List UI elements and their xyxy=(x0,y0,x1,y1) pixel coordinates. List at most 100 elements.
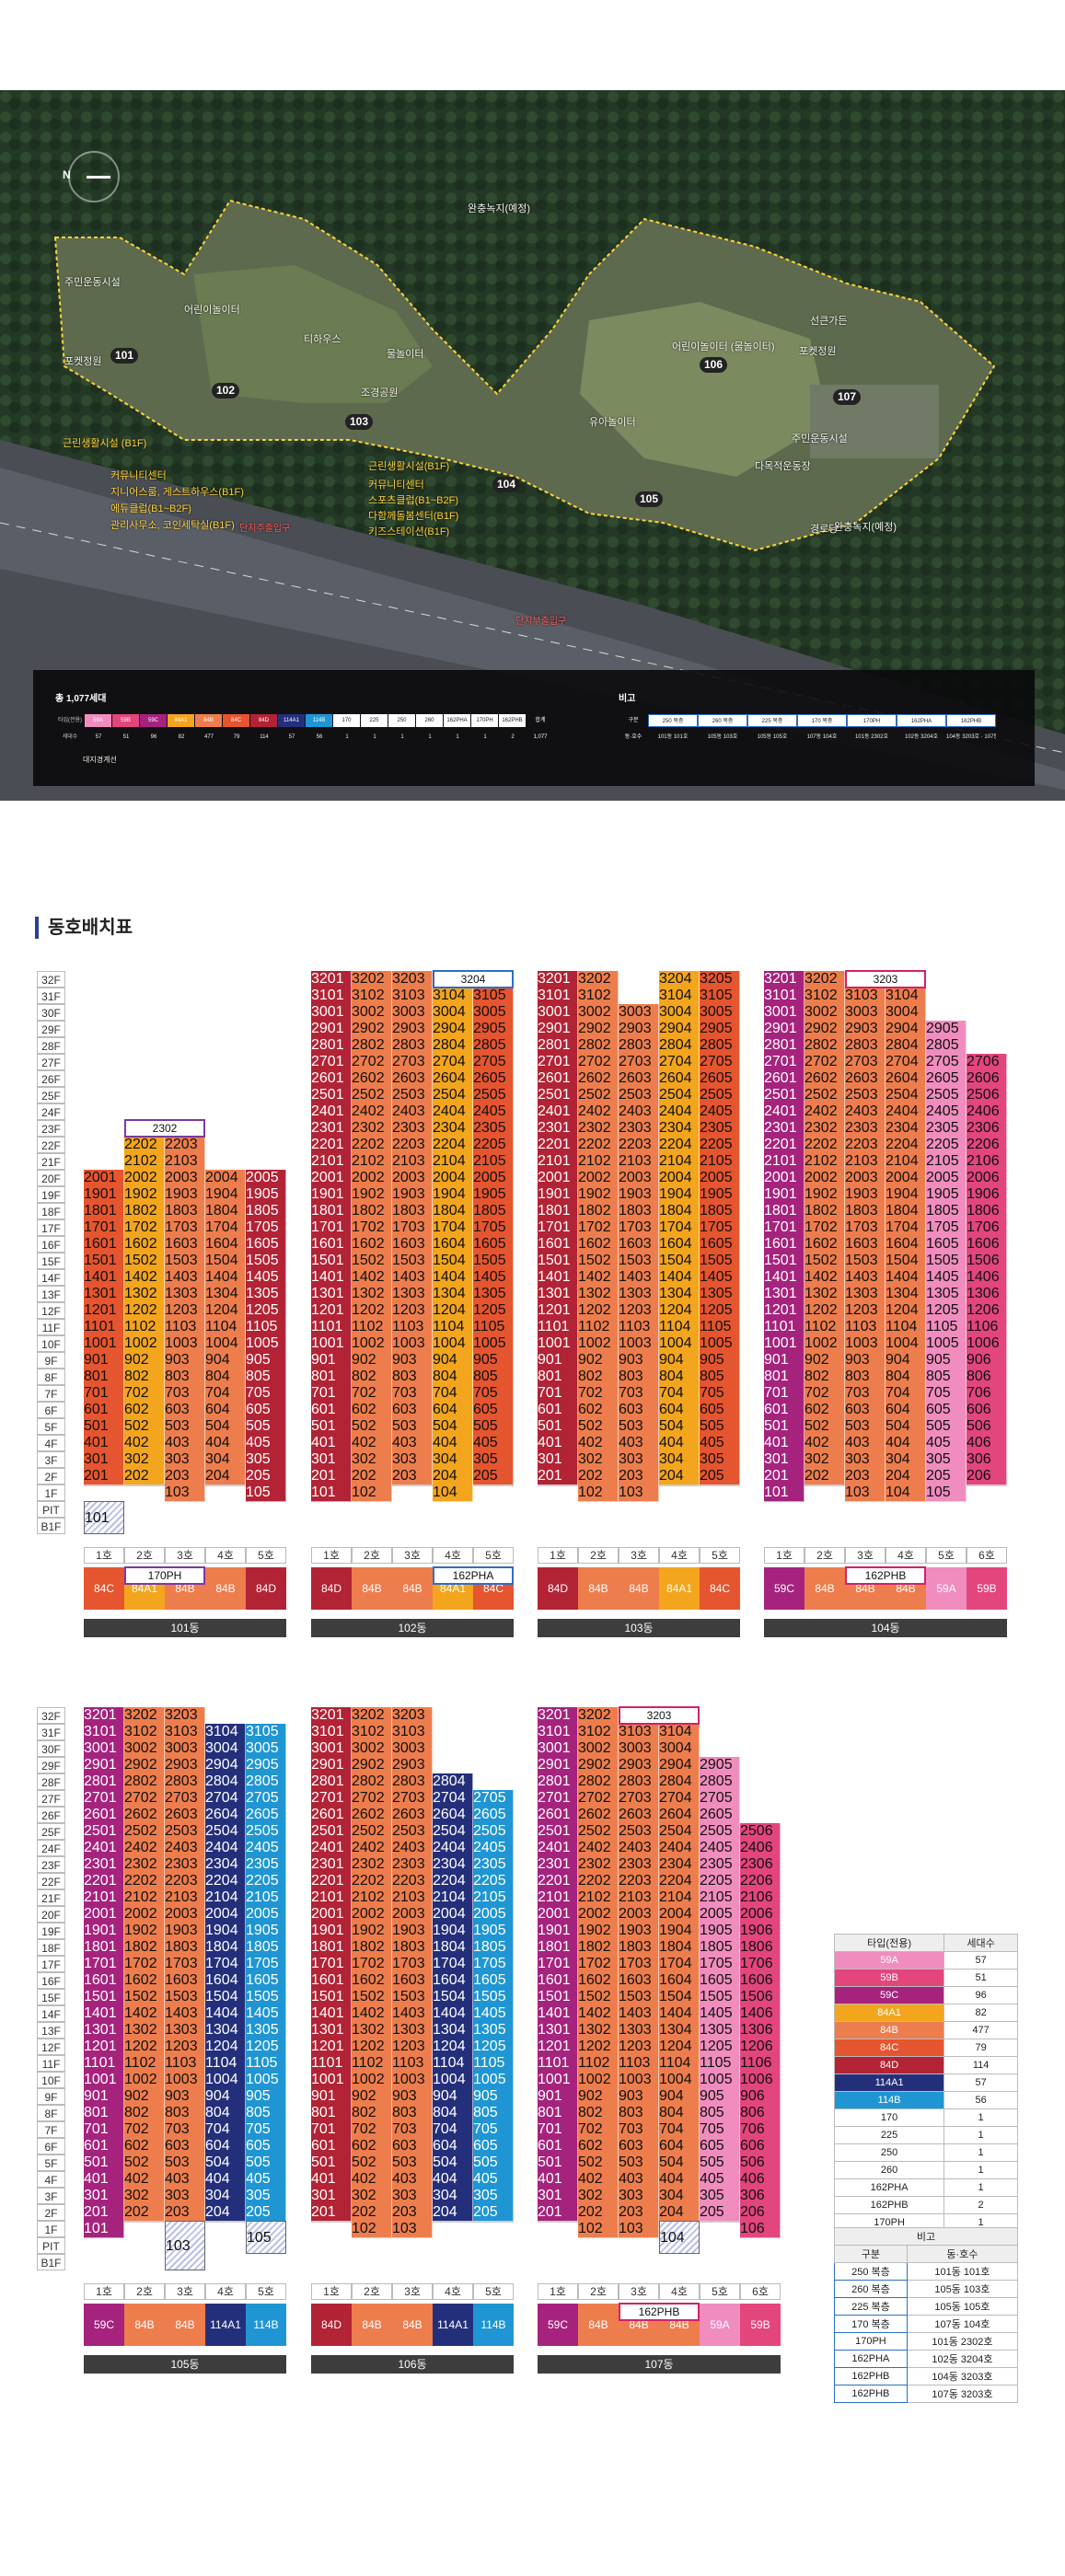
unit-cell[interactable]: 1002 xyxy=(805,1335,845,1353)
unit-cell[interactable]: 1501 xyxy=(84,1989,124,2006)
unit-cell[interactable]: 1802 xyxy=(124,1939,165,1957)
unit-cell[interactable]: 2101 xyxy=(538,1153,578,1171)
unit-cell[interactable]: 1105 xyxy=(246,2055,286,2073)
unit-cell[interactable]: 704 xyxy=(205,2121,246,2139)
unit-cell[interactable]: 305 xyxy=(246,1451,286,1469)
unit-cell[interactable]: 2103 xyxy=(165,1889,205,1907)
unit-cell[interactable]: 2103 xyxy=(845,1153,886,1171)
unit-cell[interactable]: 1901 xyxy=(84,1186,124,1204)
unit-cell[interactable]: 2003 xyxy=(165,1170,205,1187)
unit-cell[interactable]: 1801 xyxy=(538,1203,578,1220)
unit-cell[interactable]: 1502 xyxy=(352,1989,392,2006)
unit-cell[interactable]: 2202 xyxy=(124,1137,165,1154)
unit-cell[interactable]: 1402 xyxy=(578,2005,619,2023)
unit-cell[interactable]: 2905 xyxy=(246,1757,286,1774)
unit-cell[interactable]: 2402 xyxy=(805,1103,845,1121)
unit-cell[interactable]: 1304 xyxy=(659,1286,700,1303)
unit-cell[interactable]: 3202 xyxy=(352,1707,392,1725)
unit-cell[interactable]: 204 xyxy=(659,1468,700,1485)
unit-cell[interactable]: 706 xyxy=(740,2121,781,2139)
unit-cell[interactable]: 2005 xyxy=(473,1170,514,1187)
unit-cell[interactable]: 2605 xyxy=(473,1807,514,1824)
unit-cell[interactable]: 2204 xyxy=(659,1137,700,1154)
unit-cell[interactable]: 1504 xyxy=(433,1989,473,2006)
unit-cell[interactable]: 2201 xyxy=(538,1873,578,1890)
unit-cell[interactable]: 2105 xyxy=(473,1153,514,1171)
unit-cell[interactable]: 1905 xyxy=(246,1923,286,1940)
unit-cell[interactable]: 1104 xyxy=(659,2055,700,2073)
unit-cell[interactable]: 1603 xyxy=(619,1972,659,1990)
unit-cell[interactable]: 504 xyxy=(659,1418,700,1436)
unit-cell[interactable]: 2702 xyxy=(578,1790,619,1808)
unit-cell[interactable]: 1701 xyxy=(764,1219,805,1237)
unit-cell[interactable]: 705 xyxy=(926,1385,967,1403)
unit-cell[interactable]: 2101 xyxy=(84,1889,124,1907)
unit-cell[interactable]: 2303 xyxy=(845,1120,886,1138)
unit-cell[interactable]: 2901 xyxy=(311,1757,352,1774)
unit-cell[interactable]: 3201 xyxy=(311,1707,352,1725)
unit-cell[interactable]: 3001 xyxy=(311,1740,352,1758)
unit-cell[interactable]: 1504 xyxy=(205,1253,246,1270)
unit-cell[interactable]: 1601 xyxy=(311,1972,352,1990)
unit-cell[interactable]: 1104 xyxy=(433,1319,473,1336)
unit-cell[interactable]: 2306 xyxy=(740,1856,781,1874)
unit-cell[interactable]: 1902 xyxy=(124,1923,165,1940)
unit-cell[interactable]: 2503 xyxy=(165,1823,205,1841)
unit-cell[interactable]: 204 xyxy=(205,1468,246,1485)
unit-cell[interactable]: 3004 xyxy=(205,1740,246,1758)
unit-cell[interactable]: 702 xyxy=(352,2121,392,2139)
unit-cell[interactable]: 3102 xyxy=(805,988,845,1005)
unit-cell[interactable]: 2501 xyxy=(311,1823,352,1841)
unit-cell[interactable]: 2201 xyxy=(311,1873,352,1890)
unit-cell[interactable]: 801 xyxy=(311,2105,352,2122)
unit-cell[interactable]: 2606 xyxy=(967,1070,1007,1088)
unit-cell[interactable]: 2601 xyxy=(311,1070,352,1088)
unit-cell[interactable]: 1803 xyxy=(165,1203,205,1220)
unit-cell[interactable]: 1901 xyxy=(764,1186,805,1204)
unit-cell[interactable]: 401 xyxy=(84,1435,124,1452)
unit-cell[interactable]: 2102 xyxy=(578,1153,619,1171)
unit-cell[interactable]: 805 xyxy=(926,1369,967,1386)
unit-cell[interactable]: 503 xyxy=(619,1418,659,1436)
unit-cell[interactable]: 2504 xyxy=(205,1823,246,1841)
unit-cell[interactable]: 203 xyxy=(392,2204,433,2222)
unit-cell[interactable]: 305 xyxy=(473,2188,514,2205)
unit-cell[interactable]: 2001 xyxy=(84,1170,124,1187)
unit-cell[interactable]: 103 xyxy=(619,1484,659,1502)
unit-cell[interactable]: 2506 xyxy=(740,1823,781,1841)
unit-cell[interactable]: 402 xyxy=(352,2171,392,2189)
unit-cell[interactable]: 1605 xyxy=(700,1236,740,1253)
unit-cell[interactable]: 604 xyxy=(433,1402,473,1419)
unit-cell[interactable]: 3203 xyxy=(165,1707,205,1725)
unit-cell[interactable]: 2301 xyxy=(311,1120,352,1138)
unit-cell[interactable]: 702 xyxy=(578,1385,619,1403)
unit-cell[interactable]: 301 xyxy=(538,2188,578,2205)
unit-cell[interactable]: 1505 xyxy=(926,1253,967,1270)
unit-cell[interactable]: 606 xyxy=(967,1402,1007,1419)
unit-cell[interactable]: 901 xyxy=(84,2088,124,2106)
unit-cell[interactable]: 1302 xyxy=(124,2022,165,2039)
unit-cell[interactable]: 2404 xyxy=(659,1840,700,1857)
unit-cell[interactable]: 2402 xyxy=(352,1840,392,1857)
unit-cell[interactable]: 1701 xyxy=(538,1956,578,1973)
unit-cell[interactable]: 1101 xyxy=(538,2055,578,2073)
unit-cell[interactable]: 2805 xyxy=(700,1037,740,1055)
unit-cell[interactable]: 902 xyxy=(124,2088,165,2106)
unit-cell[interactable]: 3001 xyxy=(764,1004,805,1022)
unit-cell[interactable]: 403 xyxy=(392,2171,433,2189)
unit-cell[interactable]: 1605 xyxy=(473,1236,514,1253)
unit-cell[interactable]: 2505 xyxy=(473,1823,514,1841)
unit-cell[interactable]: 1302 xyxy=(578,2022,619,2039)
unit-cell[interactable]: 503 xyxy=(165,2154,205,2172)
unit-cell[interactable]: 1705 xyxy=(473,1956,514,1973)
unit-cell[interactable]: 703 xyxy=(619,2121,659,2139)
unit-cell[interactable]: 3004 xyxy=(659,1004,700,1022)
unit-cell[interactable]: 605 xyxy=(700,2138,740,2155)
unit-cell[interactable]: 203 xyxy=(619,1468,659,1485)
unit-cell[interactable]: 1904 xyxy=(205,1186,246,1204)
unit-cell[interactable]: 2206 xyxy=(967,1137,1007,1154)
unit-cell[interactable]: 2404 xyxy=(659,1103,700,1121)
unit-cell[interactable]: 1403 xyxy=(392,1269,433,1287)
unit-cell[interactable]: 1702 xyxy=(578,1956,619,1973)
unit-cell[interactable]: 2104 xyxy=(886,1153,926,1171)
